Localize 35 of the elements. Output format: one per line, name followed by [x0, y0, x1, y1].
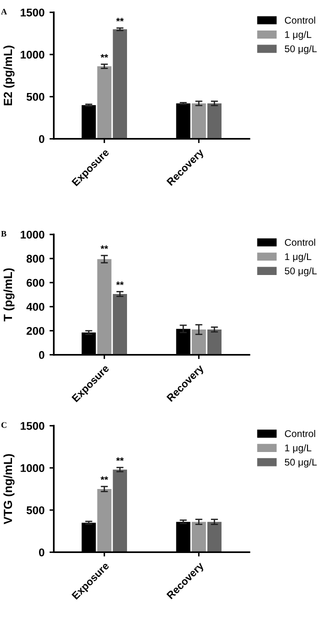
data-label: ** — [116, 457, 124, 461]
y-tick-label: 400 — [26, 302, 44, 311]
legend-label: 1 μg/L — [285, 444, 312, 454]
data-label: ** — [116, 282, 124, 286]
legend-label: 50 μg/L — [284, 267, 317, 276]
y-tick-label: 0 — [39, 548, 44, 556]
y-axis-title: T (pg/mL) — [3, 268, 14, 322]
y-tick-label: 600 — [26, 278, 44, 287]
data-label: ** — [100, 245, 108, 250]
y-tick-label: 200 — [26, 326, 44, 335]
data-label: ** — [100, 476, 108, 480]
y-tick-label: 0 — [39, 135, 44, 143]
y-tick-label: 1000 — [20, 464, 44, 472]
data-label: ** — [116, 18, 124, 22]
legend-label: Control — [284, 430, 316, 438]
y-tick-label: 0 — [39, 351, 44, 359]
y-axis-title: E2 (pg/mL) — [3, 46, 14, 106]
y-tick-label: 500 — [26, 506, 44, 514]
y-tick-label: 1000 — [20, 230, 44, 239]
chart-title: B — [1, 231, 6, 236]
y-tick-label: 1500 — [20, 422, 44, 430]
legend-label: Control — [284, 16, 316, 24]
y-tick-label: 500 — [26, 92, 44, 101]
legend-label: 50 μg/L — [284, 45, 317, 54]
chart-title: C — [1, 422, 6, 428]
legend-label: 50 μg/L — [284, 458, 317, 468]
legend-label: 1 μg/L — [285, 30, 312, 40]
y-tick-label: 1500 — [20, 8, 44, 16]
legend-label: Control — [284, 238, 316, 246]
y-tick-label: 800 — [26, 254, 44, 263]
legend-label: 1 μg/L — [285, 252, 312, 262]
data-label: ** — [100, 54, 108, 58]
y-tick-label: 1000 — [20, 50, 44, 59]
chart-title: A — [1, 8, 7, 14]
y-axis-title: VTG (ng/mL) — [3, 454, 14, 524]
